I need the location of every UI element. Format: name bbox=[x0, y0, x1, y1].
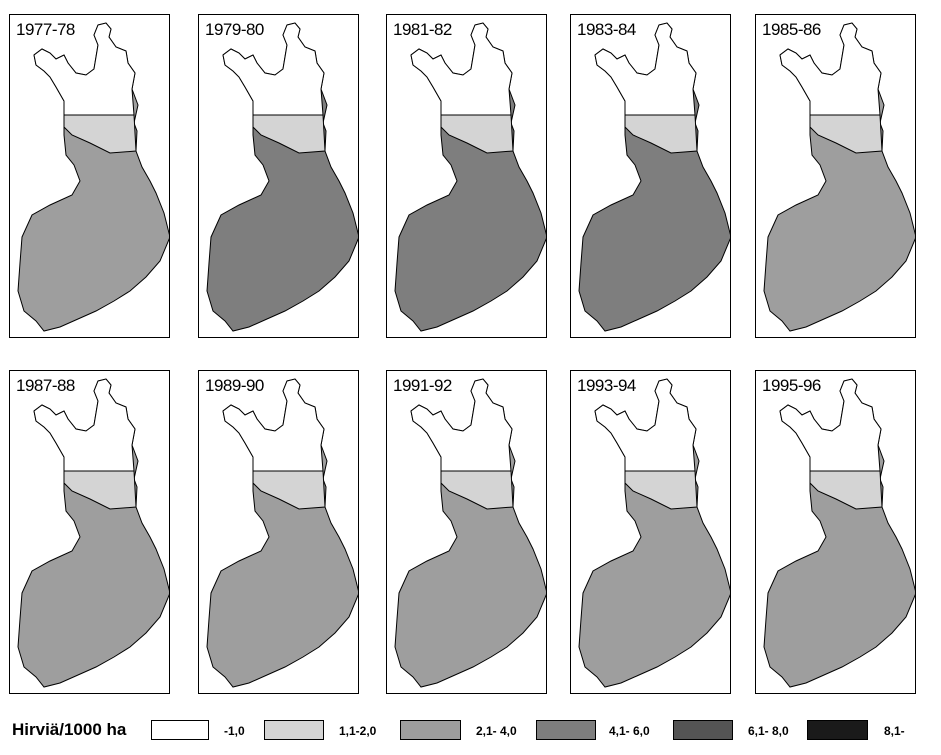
legend-label: -1,0 bbox=[224, 724, 245, 738]
finland-map bbox=[17, 22, 169, 332]
panel-label: 1995-96 bbox=[762, 376, 821, 395]
map-panel-1993-94: 1993-94 bbox=[570, 370, 731, 694]
panel-label: 1977-78 bbox=[16, 20, 75, 39]
map-panel-1995-96: 1995-96 bbox=[755, 370, 916, 694]
band-region bbox=[252, 470, 326, 510]
northern-region bbox=[33, 22, 136, 116]
legend: Hirviä/1000 ha -1,0 1,1-2,0 2,1- 4,0 4,1… bbox=[0, 712, 941, 752]
map-panel-1991-92: 1991-92 bbox=[386, 370, 547, 694]
legend-label: 8,1- bbox=[884, 724, 905, 738]
finland-map bbox=[394, 22, 546, 332]
band-region bbox=[809, 470, 883, 510]
map-panel-1987-88: 1987-88 bbox=[9, 370, 170, 694]
northern-region bbox=[410, 22, 513, 116]
map-panel-1985-86: 1985-86 bbox=[755, 14, 916, 338]
northern-region bbox=[779, 378, 882, 472]
northern-region bbox=[594, 22, 697, 116]
legend-label: 1,1-2,0 bbox=[339, 724, 377, 738]
finland-map bbox=[763, 378, 915, 688]
map-panel-1981-82: 1981-82 bbox=[386, 14, 547, 338]
band-region bbox=[624, 470, 698, 510]
finland-map bbox=[763, 22, 915, 332]
finland-map bbox=[206, 378, 358, 688]
band-region bbox=[440, 470, 514, 510]
panel-label: 1993-94 bbox=[577, 376, 636, 395]
band-region bbox=[63, 470, 137, 510]
legend-swatch bbox=[807, 720, 868, 740]
moose-density-maps: 1977-78 1979-80 1981-82 1983-84 1985-86 … bbox=[9, 14, 916, 694]
legend-swatch bbox=[536, 720, 596, 740]
panel-label: 1991-92 bbox=[393, 376, 452, 395]
northern-region bbox=[222, 22, 325, 116]
map-panel-1977-78: 1977-78 bbox=[9, 14, 170, 338]
panel-label: 1989-90 bbox=[205, 376, 264, 395]
legend-swatch bbox=[151, 720, 209, 740]
band-region bbox=[252, 114, 326, 154]
legend-swatch bbox=[673, 720, 733, 740]
band-region bbox=[440, 114, 514, 154]
map-panel-1983-84: 1983-84 bbox=[570, 14, 731, 338]
finland-map bbox=[578, 378, 730, 688]
band-region bbox=[624, 114, 698, 154]
finland-map bbox=[394, 378, 546, 688]
legend-label: 2,1- 4,0 bbox=[476, 724, 517, 738]
northern-region bbox=[410, 378, 513, 472]
panel-label: 1987-88 bbox=[16, 376, 75, 395]
northern-region bbox=[222, 378, 325, 472]
legend-swatch bbox=[400, 720, 461, 740]
band-region bbox=[809, 114, 883, 154]
band-region bbox=[63, 114, 137, 154]
panel-label: 1983-84 bbox=[577, 20, 636, 39]
northern-region bbox=[594, 378, 697, 472]
panel-label: 1985-86 bbox=[762, 20, 821, 39]
map-panel-1989-90: 1989-90 bbox=[198, 370, 359, 694]
map-panel-1979-80: 1979-80 bbox=[198, 14, 359, 338]
legend-title: Hirviä/1000 ha bbox=[12, 720, 127, 739]
finland-map bbox=[206, 22, 358, 332]
legend-label: 4,1- 6,0 bbox=[609, 724, 650, 738]
panel-label: 1981-82 bbox=[393, 20, 452, 39]
legend-label: 6,1- 8,0 bbox=[748, 724, 789, 738]
legend-swatch bbox=[264, 720, 324, 740]
panel-label: 1979-80 bbox=[205, 20, 264, 39]
northern-region bbox=[33, 378, 136, 472]
finland-map bbox=[578, 22, 730, 332]
finland-map bbox=[17, 378, 169, 688]
northern-region bbox=[779, 22, 882, 116]
